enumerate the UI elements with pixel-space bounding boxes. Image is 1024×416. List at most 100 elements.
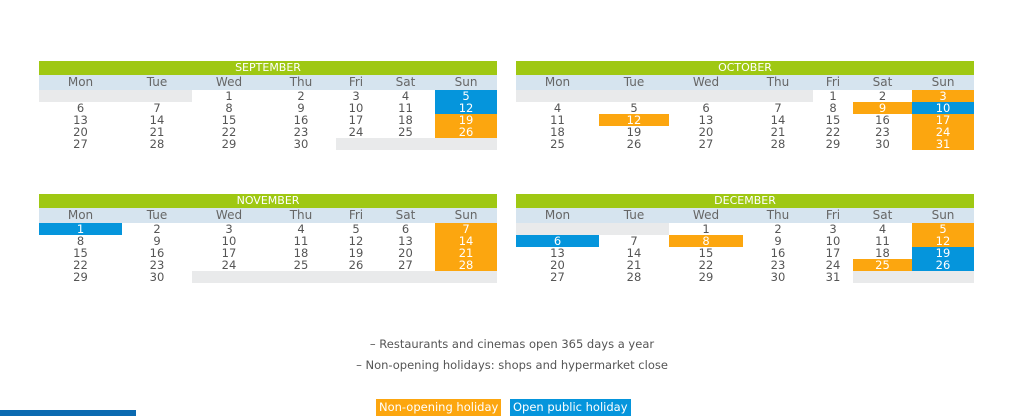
weekday-header: Mon	[39, 75, 122, 90]
empty-day-cell	[376, 138, 435, 150]
empty-day-cell	[336, 271, 376, 283]
day-cell: 12	[348, 234, 364, 248]
day-cell: 20	[550, 258, 565, 272]
day-cell: 5	[912, 223, 974, 235]
day-cell: 25	[293, 258, 309, 272]
week-row: 1 2 3 4 5	[516, 223, 974, 235]
month-title: NOVEMBER	[39, 194, 498, 208]
day-cell: 7	[153, 101, 161, 115]
day-cell: 5	[352, 222, 360, 236]
day-cell: 12	[599, 114, 669, 126]
day-cell: 3	[912, 90, 975, 102]
day-cell: 29	[698, 270, 714, 284]
day-cell: 8	[76, 234, 85, 248]
day-cell: 8	[225, 101, 233, 115]
day-cell: 11	[550, 113, 565, 127]
empty-day-cell	[39, 90, 122, 102]
day-cell: 24	[348, 125, 364, 139]
day-cell: 17	[825, 246, 841, 260]
weekday-header: Sun	[912, 208, 974, 223]
day-cell: 24	[912, 126, 975, 138]
day-cell: 20	[73, 125, 88, 139]
day-cell: 25	[853, 259, 912, 271]
day-cell: 28	[770, 137, 786, 151]
day-cell: 15	[221, 113, 237, 127]
day-cell: 10	[221, 234, 237, 248]
day-cell: 25	[398, 125, 413, 139]
day-cell: 11	[293, 234, 309, 248]
corner-accent-bar	[0, 410, 136, 416]
weekday-header: Wed	[669, 208, 743, 223]
day-cell: 14	[149, 113, 165, 127]
day-cell: 13	[398, 234, 413, 248]
day-cell: 9	[853, 102, 912, 114]
legend-non-opening-holiday: Non-opening holiday	[376, 399, 502, 416]
day-cell: 23	[149, 258, 165, 272]
legend-open-public-holiday: Open public holiday	[510, 399, 631, 416]
week-row: 27 28 29 30 31	[516, 271, 974, 283]
day-cell: 6	[76, 101, 85, 115]
weekday-header: Thu	[266, 208, 336, 223]
day-cell: 14	[435, 235, 498, 247]
empty-day-cell	[912, 271, 974, 283]
weekday-header: Thu	[266, 75, 336, 90]
day-cell: 26	[435, 126, 498, 138]
day-cell: 21	[626, 258, 642, 272]
empty-day-cell	[435, 138, 498, 150]
day-cell: 13	[550, 246, 565, 260]
day-cell: 2	[297, 89, 305, 103]
day-cell: 18	[875, 246, 890, 260]
weekday-header: Fri	[336, 208, 376, 223]
day-cell: 21	[435, 247, 498, 259]
calendar-october: OCTOBER Mon Tue Wed Thu Fri Sat Sun 1 2 3 4 5 6 7 8 9 10 1…	[516, 61, 975, 151]
empty-day-cell	[266, 271, 336, 283]
day-cell: 13	[698, 113, 714, 127]
day-cell: 28	[626, 270, 642, 284]
day-cell: 17	[348, 113, 364, 127]
empty-day-cell	[336, 138, 376, 150]
day-cell: 4	[553, 101, 562, 115]
day-cell: 23	[770, 258, 786, 272]
calendar-september: SEPTEMBER Mon Tue Wed Thu Fri Sat Sun 1 2 3 4 5 6 7 8 9 1…	[39, 61, 498, 151]
weekday-header: Mon	[39, 208, 122, 223]
weekday-header: Mon	[516, 75, 599, 90]
day-cell: 18	[398, 113, 413, 127]
empty-day-cell	[376, 271, 435, 283]
day-cell: 17	[912, 114, 975, 126]
day-cell: 29	[73, 270, 88, 284]
month-title: DECEMBER	[516, 194, 974, 208]
day-cell: 14	[626, 246, 642, 260]
day-cell: 5	[435, 90, 498, 102]
day-cell: 12	[912, 235, 974, 247]
day-cell: 27	[398, 258, 413, 272]
day-cell: 30	[149, 270, 165, 284]
weekday-header: Tue	[122, 208, 192, 223]
day-cell: 27	[73, 137, 88, 151]
day-cell: 8	[669, 235, 743, 247]
weekday-header: Tue	[599, 75, 669, 90]
note-non-opening: – Non-opening holidays: shops and hyperm…	[356, 358, 668, 372]
weekday-header: Sun	[435, 208, 498, 223]
day-cell: 11	[875, 234, 890, 248]
weekday-header: Tue	[599, 208, 669, 223]
weekday-header: Mon	[516, 208, 599, 223]
day-cell: 3	[352, 89, 360, 103]
day-cell: 10	[348, 101, 364, 115]
day-cell: 22	[825, 125, 841, 139]
day-cell: 26	[626, 137, 642, 151]
day-cell: 3	[225, 222, 233, 236]
day-cell: 23	[875, 125, 890, 139]
calendar-november: NOVEMBER Mon Tue Wed Thu Fri Sat Sun 1 2 3 4 5 6 7 8 9 10…	[39, 194, 498, 284]
day-cell: 1	[829, 89, 837, 103]
note-restaurants: – Restaurants and cinemas open 365 days …	[369, 337, 655, 351]
week-row: 6 7 8 9 10 11 12	[39, 101, 498, 115]
day-cell: 18	[293, 246, 309, 260]
day-cell: 19	[435, 114, 498, 126]
weekday-header: Wed	[669, 75, 743, 90]
day-cell: 22	[698, 258, 714, 272]
day-cell: 9	[297, 101, 305, 115]
week-row: 6 7 8 9 10 11 12	[516, 235, 974, 247]
day-cell: 2	[153, 222, 161, 236]
weekday-header: Sat	[853, 75, 912, 90]
day-cell: 6	[401, 222, 410, 236]
